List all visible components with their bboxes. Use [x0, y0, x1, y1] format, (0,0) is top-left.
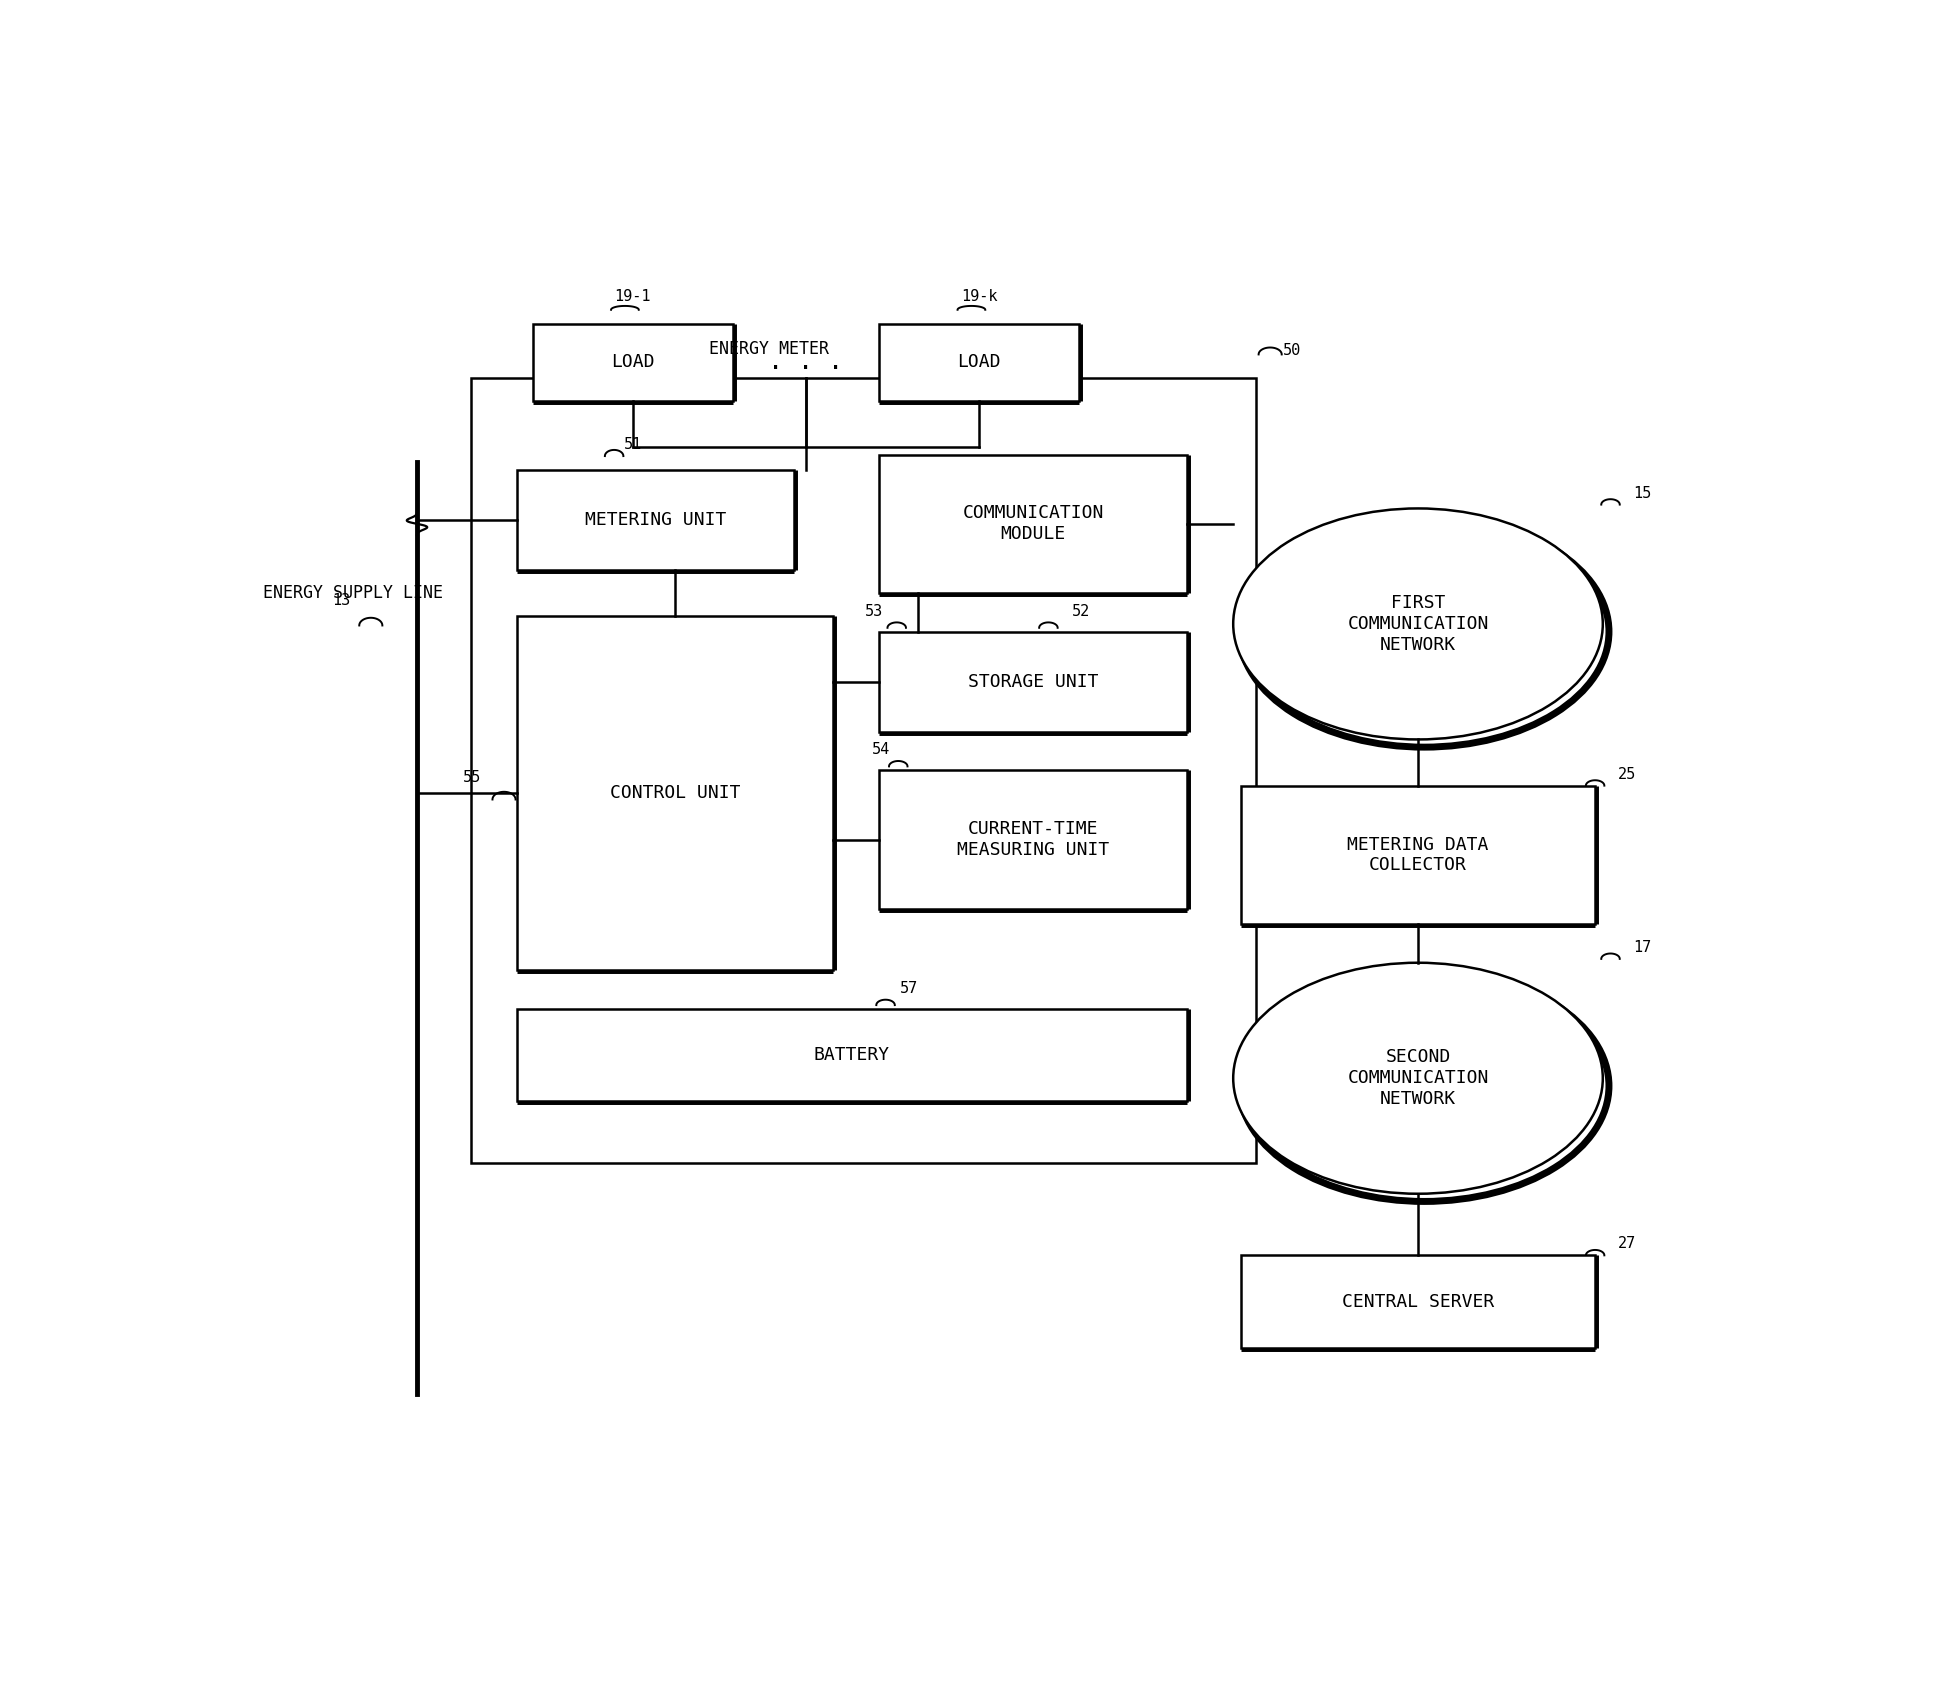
Text: 55: 55 — [464, 770, 482, 785]
Bar — [880, 324, 1080, 400]
Text: 15: 15 — [1633, 485, 1653, 500]
Ellipse shape — [1233, 509, 1602, 739]
Text: 51: 51 — [623, 438, 643, 453]
Bar — [1241, 785, 1594, 924]
Text: 19-k: 19-k — [961, 290, 998, 304]
Text: LOAD: LOAD — [612, 353, 654, 371]
Text: 52: 52 — [1072, 604, 1089, 619]
Text: SECOND
COMMUNICATION
NETWORK: SECOND COMMUNICATION NETWORK — [1348, 1048, 1490, 1107]
Bar — [517, 470, 794, 570]
Text: CENTRAL SERVER: CENTRAL SERVER — [1342, 1292, 1493, 1311]
Bar — [880, 770, 1187, 909]
Text: 13: 13 — [332, 594, 352, 609]
Bar — [1241, 1255, 1594, 1348]
Bar — [470, 378, 1256, 1163]
Text: LOAD: LOAD — [957, 353, 1000, 371]
Text: 50: 50 — [1284, 343, 1301, 358]
Text: METERING DATA
COLLECTOR: METERING DATA COLLECTOR — [1348, 836, 1490, 875]
Bar — [532, 324, 732, 400]
Text: 25: 25 — [1618, 767, 1637, 782]
Text: ENERGY SUPPLY LINE: ENERGY SUPPLY LINE — [262, 583, 443, 602]
Bar — [517, 616, 833, 970]
Text: ENERGY METER: ENERGY METER — [709, 341, 829, 358]
Text: 27: 27 — [1618, 1236, 1637, 1252]
Bar — [517, 1009, 1187, 1101]
Text: 17: 17 — [1633, 940, 1653, 955]
Ellipse shape — [1233, 963, 1602, 1194]
Text: 57: 57 — [899, 980, 919, 996]
Text: CURRENT-TIME
MEASURING UNIT: CURRENT-TIME MEASURING UNIT — [957, 821, 1109, 858]
Bar — [880, 631, 1187, 731]
Text: 19-1: 19-1 — [614, 290, 651, 304]
Text: STORAGE UNIT: STORAGE UNIT — [967, 673, 1099, 690]
Text: COMMUNICATION
MODULE: COMMUNICATION MODULE — [963, 504, 1103, 543]
Text: METERING UNIT: METERING UNIT — [585, 510, 726, 529]
Text: 54: 54 — [872, 743, 891, 756]
Text: BATTERY: BATTERY — [814, 1046, 889, 1063]
Text: FIRST
COMMUNICATION
NETWORK: FIRST COMMUNICATION NETWORK — [1348, 594, 1490, 653]
Text: 53: 53 — [864, 604, 884, 619]
Text: . . .: . . . — [769, 349, 843, 375]
Text: CONTROL UNIT: CONTROL UNIT — [610, 784, 740, 802]
Bar — [880, 455, 1187, 594]
